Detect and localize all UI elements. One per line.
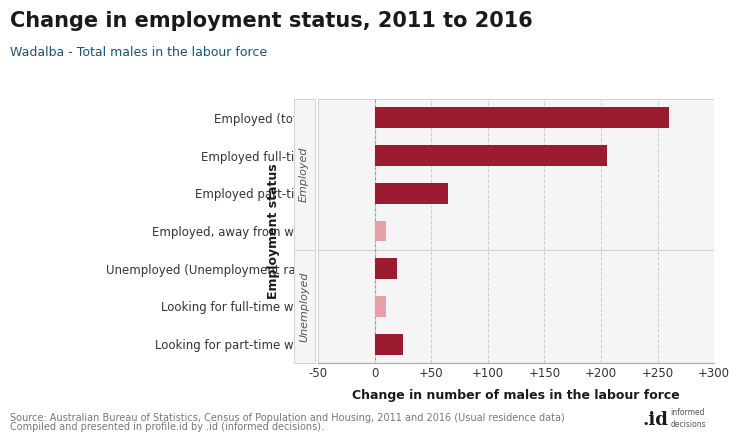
Text: Employed: Employed bbox=[299, 147, 309, 202]
Bar bbox=[374, 145, 607, 166]
Bar bbox=[374, 183, 448, 204]
Bar bbox=[374, 296, 386, 317]
Bar bbox=[318, 250, 714, 363]
Bar bbox=[374, 220, 386, 242]
Text: Compiled and presented in profile.id by .id (informed decisions).: Compiled and presented in profile.id by … bbox=[10, 422, 324, 432]
Text: Employment status: Employment status bbox=[266, 163, 280, 299]
Bar bbox=[318, 99, 714, 250]
Text: Source: Australian Bureau of Statistics, Census of Population and Housing, 2011 : Source: Australian Bureau of Statistics,… bbox=[10, 413, 565, 423]
X-axis label: Change in number of males in the labour force: Change in number of males in the labour … bbox=[352, 389, 680, 401]
Bar bbox=[374, 258, 397, 279]
Text: .id: .id bbox=[642, 411, 668, 429]
Bar bbox=[374, 334, 403, 355]
Text: informed
decisions: informed decisions bbox=[670, 408, 706, 429]
Text: Change in employment status, 2011 to 2016: Change in employment status, 2011 to 201… bbox=[10, 11, 533, 31]
Text: Wadalba - Total males in the labour force: Wadalba - Total males in the labour forc… bbox=[10, 46, 267, 59]
Bar bbox=[374, 107, 669, 128]
Text: Unemployed: Unemployed bbox=[299, 271, 309, 342]
